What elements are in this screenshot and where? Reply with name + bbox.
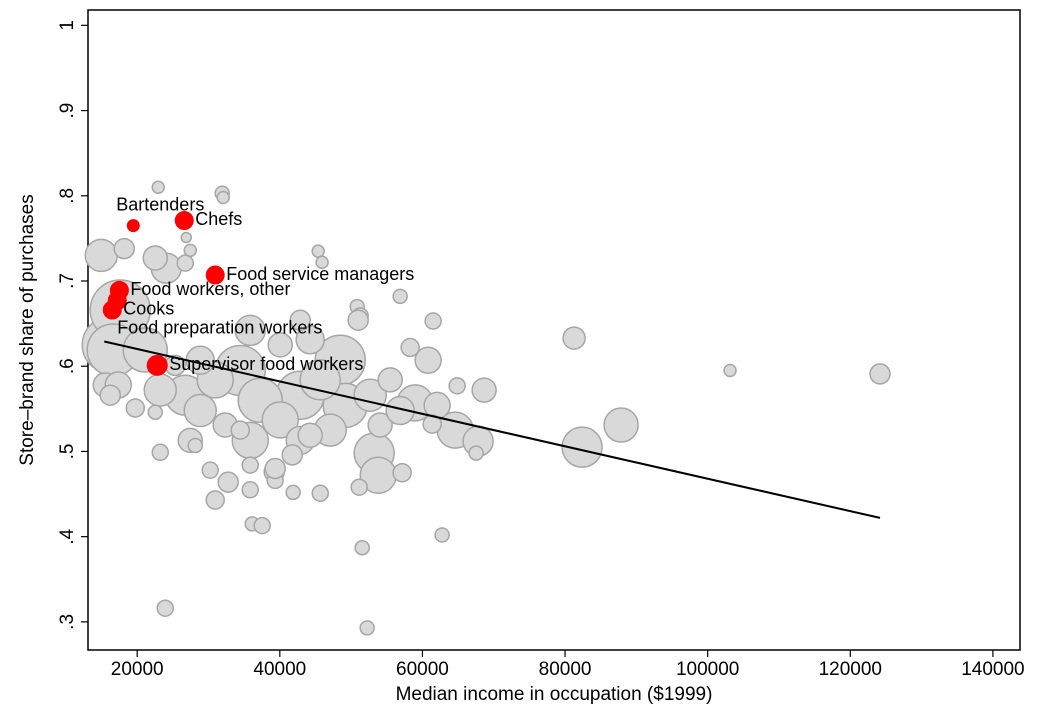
bubble xyxy=(147,404,163,420)
bubble xyxy=(264,457,286,480)
bubble xyxy=(156,599,174,617)
bubble xyxy=(261,401,299,439)
point-label: Bartenders xyxy=(116,194,204,214)
x-axis-label: Median income in occupation ($1999) xyxy=(396,684,713,705)
y-tick-label: .3 xyxy=(57,614,78,630)
bubble xyxy=(176,254,195,272)
bubble xyxy=(400,337,420,358)
bubble xyxy=(723,363,737,378)
bubble xyxy=(354,539,370,556)
bubble xyxy=(84,238,119,273)
bubble xyxy=(392,288,408,305)
bubble xyxy=(392,462,412,483)
bubble xyxy=(297,422,323,448)
bubble xyxy=(183,243,198,258)
point-label: Food preparation workers xyxy=(117,317,322,337)
highlight-point xyxy=(146,354,168,376)
bubble xyxy=(187,437,203,454)
highlight-point xyxy=(126,219,140,233)
bubble xyxy=(347,309,369,331)
bubble xyxy=(603,407,639,443)
x-tick-label: 120000 xyxy=(819,659,882,680)
bubble xyxy=(468,445,484,461)
bubble xyxy=(217,471,239,493)
point-label: Food workers, other xyxy=(130,279,290,299)
bubble xyxy=(311,244,325,258)
y-tick-label: .4 xyxy=(57,528,78,544)
bubble xyxy=(414,346,442,375)
bubble xyxy=(289,309,311,331)
bubble xyxy=(434,527,450,543)
bubble xyxy=(253,516,271,535)
x-tick-label: 20000 xyxy=(111,659,164,680)
point-label: Chefs xyxy=(195,209,242,229)
y-tick-label: .5 xyxy=(57,444,78,460)
y-tick-label: .6 xyxy=(57,358,78,374)
bubble xyxy=(234,314,266,347)
bubble xyxy=(180,231,193,244)
bubble xyxy=(299,359,341,401)
bubble xyxy=(367,412,393,438)
bubble xyxy=(230,420,250,440)
bubble xyxy=(201,461,219,479)
bubble xyxy=(142,245,168,271)
point-label: Cooks xyxy=(123,299,174,319)
y-tick-label: .9 xyxy=(57,103,78,119)
y-tick-label: .7 xyxy=(57,273,78,289)
highlight-point xyxy=(107,291,127,311)
point-label: Food service managers xyxy=(226,264,414,284)
bubble xyxy=(315,255,329,270)
bubble xyxy=(216,190,230,205)
bubble xyxy=(562,326,586,350)
highlight-point xyxy=(174,210,194,230)
x-tick-label: 100000 xyxy=(676,659,739,680)
bubble xyxy=(241,481,259,499)
bubble xyxy=(267,332,293,358)
bubble xyxy=(241,456,259,474)
bubble xyxy=(285,484,301,501)
bubble xyxy=(281,444,303,466)
bubble xyxy=(151,443,169,462)
bubble xyxy=(183,393,217,428)
bubble xyxy=(350,478,368,496)
x-tick-label: 140000 xyxy=(961,659,1024,680)
bubble xyxy=(295,325,325,355)
bubble xyxy=(377,367,403,393)
fit-line xyxy=(104,340,881,519)
bubble xyxy=(311,484,330,502)
bubble xyxy=(113,237,135,260)
x-tick-label: 40000 xyxy=(253,659,306,680)
y-tick-label: 1 xyxy=(57,20,78,31)
bubble xyxy=(205,490,225,510)
bubble xyxy=(385,395,415,426)
bubble xyxy=(869,363,891,385)
x-tick-label: 60000 xyxy=(396,659,449,680)
point-label: Supervisor food workers xyxy=(169,354,363,374)
bubble xyxy=(561,426,603,468)
bubble xyxy=(143,373,177,407)
x-tick-label: 80000 xyxy=(539,659,592,680)
bubble xyxy=(448,377,466,395)
y-axis-label: Store–brand share of purchases xyxy=(17,194,38,465)
bubble xyxy=(471,377,497,403)
highlight-point xyxy=(205,265,225,285)
bubble xyxy=(359,620,375,636)
bubble xyxy=(125,398,146,418)
bubble xyxy=(151,180,165,195)
bubble xyxy=(424,312,442,330)
y-tick-label: .8 xyxy=(57,188,78,204)
bubble xyxy=(99,384,121,406)
